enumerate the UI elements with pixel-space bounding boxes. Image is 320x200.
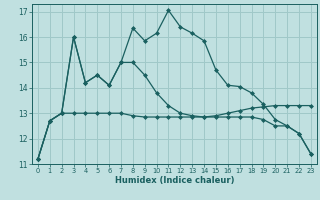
X-axis label: Humidex (Indice chaleur): Humidex (Indice chaleur) (115, 176, 234, 185)
